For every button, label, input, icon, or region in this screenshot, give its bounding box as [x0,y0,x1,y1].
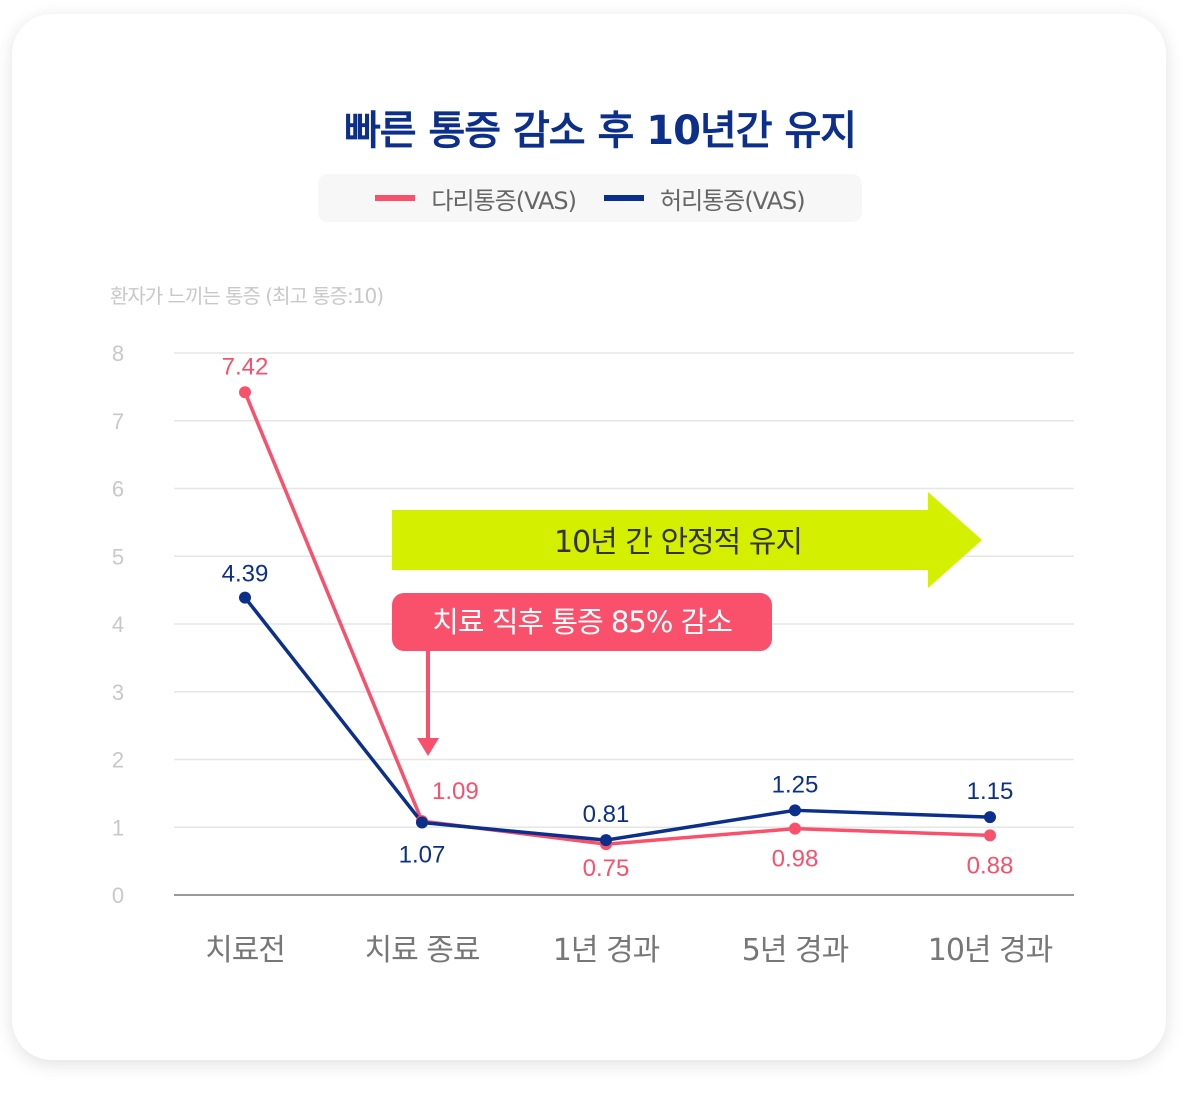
y-tick-label: 0 [112,883,124,908]
data-point [239,591,251,604]
legend-item-back-pain: 허리통증(VAS) [604,181,806,216]
data-label: 1.07 [399,842,446,869]
data-label: 7.42 [222,353,269,380]
drop-arrow-head [417,738,439,756]
y-tick-label: 4 [112,612,124,637]
data-point [789,822,801,835]
stable-arrow [392,492,982,588]
legend-label-back: 허리통증(VAS) [660,186,806,215]
data-point [789,804,801,817]
data-label: 0.98 [772,846,819,873]
x-tick-label: 1년 경과 [553,933,660,968]
x-tick-label: 치료 종료 [365,933,480,968]
data-point [239,386,251,399]
y-tick-label: 3 [112,680,124,705]
data-point [984,811,996,824]
x-tick-label: 10년 경과 [928,933,1053,968]
y-tick-label: 7 [112,409,124,434]
data-label: 1.15 [967,778,1014,805]
data-point [600,834,612,847]
x-tick-label: 5년 경과 [742,933,849,968]
y-axis-label: 환자가 느끼는 통증 (최고 통증:10) [110,284,384,308]
data-label: 0.88 [967,852,1014,879]
legend-swatch-leg [375,195,416,201]
data-point [984,829,996,842]
stable-annotation-text: 10년 간 안정적 유지 [554,525,802,560]
legend: 다리통증(VAS) 허리통증(VAS) [318,174,862,222]
y-tick-label: 8 [112,341,124,366]
data-label: 1.09 [432,778,479,805]
data-label: 1.25 [772,771,819,798]
data-label: 4.39 [222,561,269,588]
x-tick-label: 치료전 [205,933,285,968]
y-tick-label: 6 [112,477,124,502]
legend-label-leg: 다리통증(VAS) [431,186,577,215]
legend-swatch-back [604,195,644,201]
y-tick-label: 2 [112,748,124,773]
y-tick-label: 5 [112,544,124,569]
data-label: 0.81 [583,801,630,828]
y-tick-label: 1 [112,815,124,840]
data-point [416,816,428,829]
drop-annotation-text: 치료 직후 통증 85% 감소 [432,605,732,639]
drop-annotation-box [392,593,772,651]
data-label: 0.75 [583,855,630,882]
chart-title: 빠른 통증 감소 후 10년간 유지 [343,108,857,154]
legend-item-leg-pain: 다리통증(VAS) [375,181,577,216]
